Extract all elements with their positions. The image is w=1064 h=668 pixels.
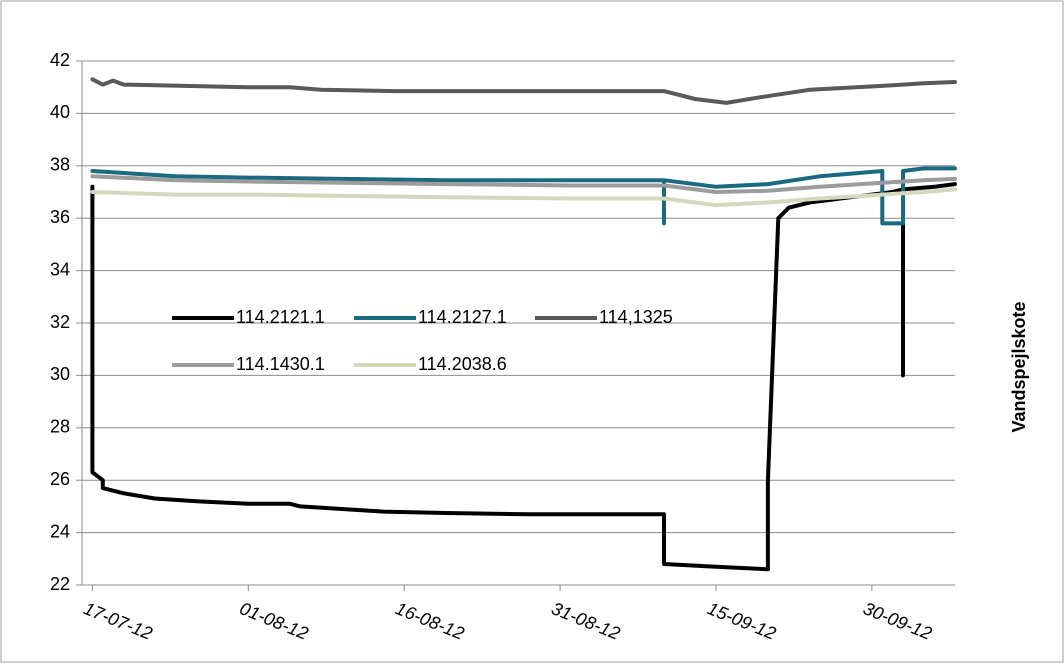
series-line-1 [90, 182, 957, 572]
y-tick-label: 28 [50, 417, 70, 437]
y-tick-label: 40 [50, 102, 70, 122]
series-layer [90, 77, 957, 572]
legend-label: 114.1430.1 [236, 354, 325, 374]
y-tick-label: 24 [50, 521, 70, 541]
legend-label: 114.2121.1 [236, 307, 325, 327]
legend-item: 114,1325 [535, 307, 673, 327]
y-tick-label: 38 [50, 155, 70, 175]
y-axis-title: Vandspejlskote [1009, 301, 1029, 432]
legend: 114.2121.1 114.2127.1 114,1325 114.1430.1 11… [172, 307, 673, 374]
legend-label: 114.2038.6 [418, 354, 507, 374]
series-line-5 [90, 187, 957, 208]
legend-item: 114.1430.1 [172, 354, 325, 374]
y-tick-label: 32 [50, 312, 70, 332]
y-tick-label: 30 [50, 364, 70, 384]
legend-item: 114.2121.1 [172, 307, 325, 327]
legend-label: 114.2127.1 [418, 307, 507, 327]
y-tick-label: 36 [50, 207, 70, 227]
series-line-2 [90, 166, 957, 226]
legend-item: 114.2038.6 [354, 354, 507, 374]
y-tick-label: 26 [50, 469, 70, 489]
series-line-4 [90, 174, 957, 194]
y-tick-label: 42 [50, 50, 70, 70]
y-tick-label: 22 [50, 574, 70, 594]
legend-item: 114.2127.1 [354, 307, 507, 327]
y-tick-label: 34 [50, 259, 70, 279]
legend-label: 114,1325 [599, 307, 673, 327]
grid-layer [82, 60, 955, 534]
series-line-3 [90, 77, 957, 105]
